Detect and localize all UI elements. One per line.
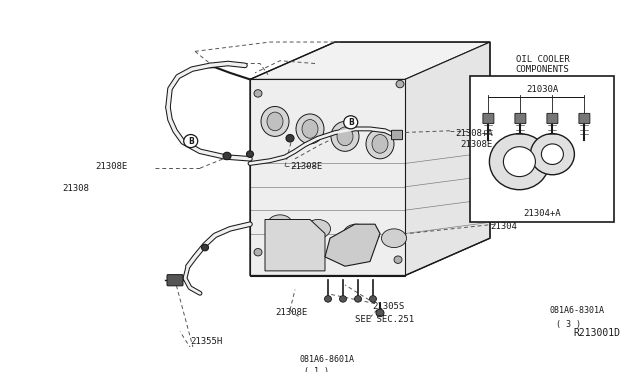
Circle shape <box>394 256 402 263</box>
Text: 21304+A: 21304+A <box>524 209 561 218</box>
Polygon shape <box>265 219 325 271</box>
Circle shape <box>344 116 358 129</box>
Text: OIL COOLER: OIL COOLER <box>516 55 569 64</box>
Circle shape <box>254 248 262 256</box>
Ellipse shape <box>381 229 406 247</box>
Text: 21355H: 21355H <box>190 337 222 346</box>
Circle shape <box>286 135 294 142</box>
Circle shape <box>246 151 253 157</box>
Text: 081A6-8301A: 081A6-8301A <box>550 306 605 315</box>
Ellipse shape <box>372 135 388 153</box>
Text: 081A6-8601A: 081A6-8601A <box>300 355 355 364</box>
Polygon shape <box>250 79 405 276</box>
Circle shape <box>254 90 262 97</box>
Text: B: B <box>188 137 193 145</box>
Ellipse shape <box>261 106 289 137</box>
Ellipse shape <box>331 121 359 151</box>
Ellipse shape <box>302 119 318 138</box>
Text: SEE SEC.251: SEE SEC.251 <box>355 315 414 324</box>
Text: 21308+A: 21308+A <box>455 129 493 138</box>
FancyBboxPatch shape <box>167 275 183 286</box>
Text: R213001D: R213001D <box>573 328 620 338</box>
Circle shape <box>504 147 536 177</box>
Bar <box>470 76 614 222</box>
Text: 21305S: 21305S <box>372 302 404 311</box>
Text: 21304: 21304 <box>490 222 517 231</box>
Circle shape <box>376 309 384 317</box>
Text: 21308: 21308 <box>62 184 89 193</box>
Ellipse shape <box>337 127 353 146</box>
FancyBboxPatch shape <box>547 113 558 124</box>
Circle shape <box>541 144 563 164</box>
FancyBboxPatch shape <box>579 113 590 124</box>
FancyBboxPatch shape <box>483 113 494 124</box>
Circle shape <box>184 135 198 148</box>
Ellipse shape <box>305 219 330 238</box>
Ellipse shape <box>296 114 324 144</box>
Circle shape <box>490 134 549 190</box>
Ellipse shape <box>344 224 369 243</box>
Polygon shape <box>405 42 490 276</box>
Circle shape <box>369 296 376 302</box>
Text: 21308E: 21308E <box>290 162 323 171</box>
Text: 21308E: 21308E <box>460 140 492 149</box>
Circle shape <box>324 296 332 302</box>
Circle shape <box>531 134 575 175</box>
Ellipse shape <box>366 129 394 159</box>
Text: 21308E: 21308E <box>275 308 307 317</box>
Ellipse shape <box>267 112 283 131</box>
FancyBboxPatch shape <box>392 130 403 140</box>
Text: ( 3 ): ( 3 ) <box>556 320 581 328</box>
Text: 21030A: 21030A <box>526 85 559 94</box>
FancyBboxPatch shape <box>515 113 526 124</box>
Circle shape <box>355 296 362 302</box>
Circle shape <box>396 80 404 88</box>
Polygon shape <box>250 42 490 79</box>
Circle shape <box>339 296 346 302</box>
Circle shape <box>223 152 231 160</box>
Text: B: B <box>348 118 353 127</box>
Text: ( 1 ): ( 1 ) <box>304 367 329 372</box>
Text: 21308E: 21308E <box>96 162 128 171</box>
Ellipse shape <box>268 215 292 234</box>
Polygon shape <box>325 224 380 266</box>
Text: COMPONENTS: COMPONENTS <box>516 65 569 74</box>
Circle shape <box>202 244 209 251</box>
